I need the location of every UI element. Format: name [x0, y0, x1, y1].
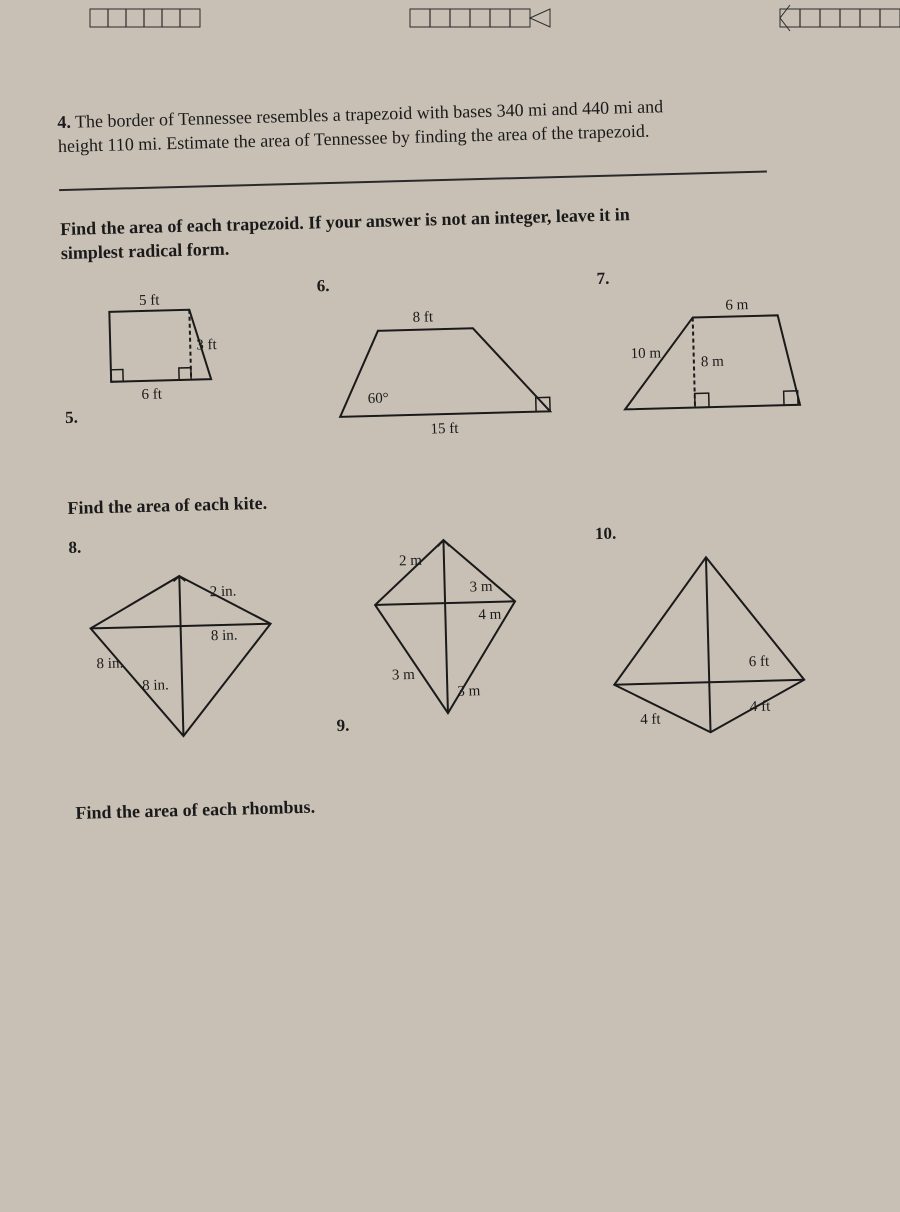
problem-7: 7. 6 m 10 m 8 m [596, 263, 836, 450]
p7-trapezoid: 6 m 10 m 8 m [597, 289, 831, 445]
trap-instr-l1: Find the area of each trapezoid. If your… [60, 204, 630, 239]
p5-number: 5. [65, 408, 78, 428]
question-4: 4. The border of Tennessee resembles a t… [57, 90, 828, 159]
problem-9: 9. 2 m 3 m 4 m 3 m 3 m [331, 525, 580, 742]
p9-number: 9. [336, 716, 349, 736]
q4-number: 4. [57, 112, 71, 132]
p6-bottom-label: 15 ft [430, 421, 459, 438]
p5-trapezoid: 5 ft 3 ft 6 ft [78, 278, 282, 423]
p9-righttop-label: 3 m [470, 579, 494, 596]
p10-righttop-label: 6 ft [748, 654, 770, 671]
answer-blank-line [59, 162, 767, 191]
p9-mid-label: 4 m [478, 607, 502, 624]
p9-bl-label: 3 m [392, 667, 416, 684]
p5-height-label: 3 ft [196, 337, 218, 354]
p7-number: 7. [596, 269, 609, 289]
p8-top-label: 2 in. [210, 584, 237, 601]
problem-6: 6. 8 ft 60° 15 ft [316, 270, 581, 458]
p8-kite: 2 in. 8 in. 8 in. 8 in. [69, 558, 304, 754]
p8-number: 8. [68, 538, 81, 558]
p10-number: 10. [595, 524, 617, 545]
kite-row: 8. 2 in. 8 in. 8 in. 8 in. 9. [68, 518, 844, 769]
p9-br-label: 3 m [457, 684, 481, 701]
p7-slant-label: 10 m [630, 346, 661, 363]
p10-rightbottom-label: 4 ft [749, 699, 771, 716]
p5-top-label: 5 ft [139, 293, 161, 310]
p6-top-label: 8 ft [412, 310, 434, 327]
p5-bottom-label: 6 ft [141, 387, 163, 404]
p9-top-label: 2 m [399, 553, 423, 570]
worksheet-page: 4. The border of Tennessee resembles a t… [0, 0, 900, 1212]
rhombus-section-heading: Find the area of each rhombus. [75, 781, 845, 825]
p6-angle-label: 60° [368, 391, 389, 408]
problem-5: 5. 5 ft 3 ft 6 ft [62, 277, 301, 434]
trapezoid-section-heading: Find the area of each trapezoid. If your… [60, 197, 831, 266]
p10-leftbottom-label: 4 ft [640, 712, 662, 729]
trap-instr-l2: simplest radical form. [61, 239, 230, 263]
p10-kite: 4 ft 6 ft 4 ft [595, 545, 830, 751]
problem-10: 10. 4 ft 6 ft 4 ft [595, 518, 844, 755]
trapezoid-row: 5. 5 ft 3 ft 6 ft 6. 8 ft 60° [62, 263, 836, 464]
p7-height-label: 8 m [701, 354, 725, 371]
p6-number: 6. [316, 276, 329, 296]
p6-trapezoid: 8 ft 60° 15 ft [317, 296, 581, 453]
p8-rightin-label: 8 in. [211, 628, 238, 645]
p9-kite: 2 m 3 m 4 m 3 m 3 m [348, 526, 563, 731]
problem-8: 8. 2 in. 8 in. 8 in. 8 in. [68, 532, 317, 759]
p8-left-label: 8 in. [96, 656, 123, 673]
p7-top-label: 6 m [725, 297, 749, 314]
p8-bottomin-label: 8 in. [142, 678, 169, 695]
kite-section-heading: Find the area of each kite. [67, 476, 837, 520]
